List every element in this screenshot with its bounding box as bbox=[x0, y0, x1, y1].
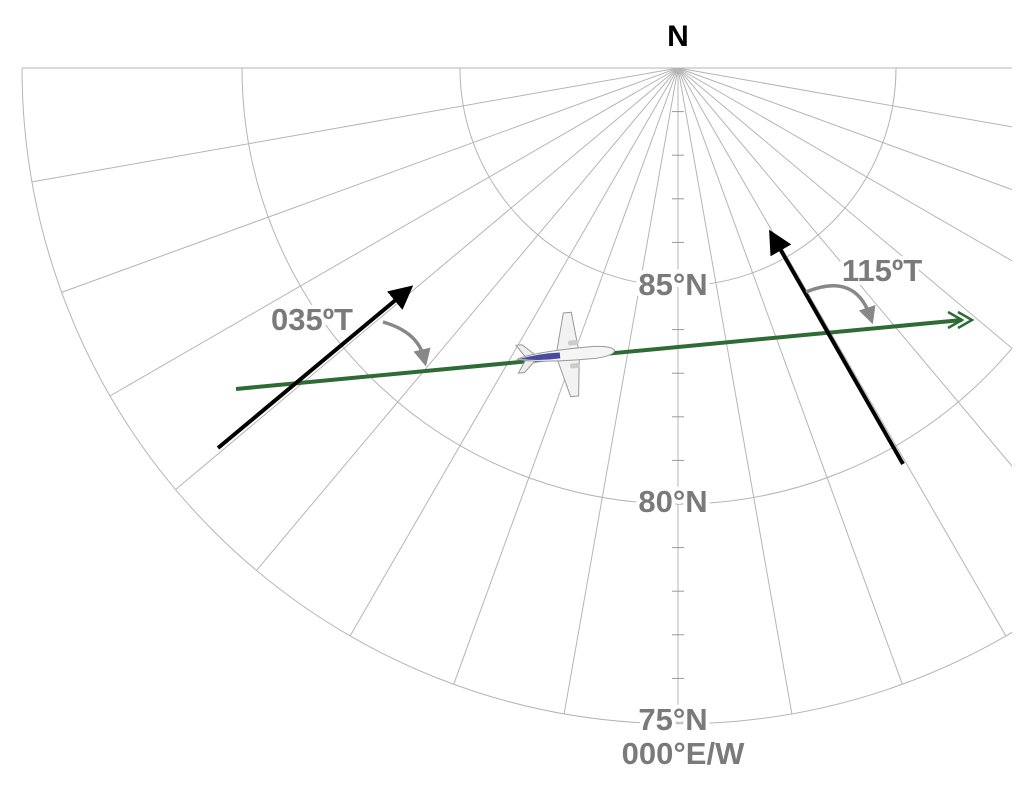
center-meridian-ticks bbox=[672, 111, 684, 723]
meridian bbox=[677, 67, 1007, 637]
meridian bbox=[677, 67, 1012, 128]
meridian bbox=[61, 67, 679, 293]
meridian bbox=[677, 67, 793, 715]
meridian bbox=[563, 67, 679, 715]
heading-arrow-right bbox=[769, 229, 905, 465]
meridian bbox=[31, 67, 679, 183]
lat-label-85: 85°N bbox=[638, 267, 707, 302]
lat-label-80: 80°N bbox=[638, 484, 707, 519]
graticule bbox=[21, 67, 1012, 725]
parallel bbox=[21, 67, 1012, 725]
meridian bbox=[175, 67, 679, 491]
meridian bbox=[677, 67, 1012, 262]
meridian bbox=[677, 67, 1012, 191]
angle-arc-left bbox=[382, 320, 431, 367]
heading-label-right: 115ºT bbox=[842, 253, 922, 288]
meridian bbox=[677, 67, 1012, 349]
heading-label-left: 035ºT bbox=[271, 302, 353, 337]
meridian bbox=[677, 67, 1012, 467]
meridian bbox=[255, 67, 679, 571]
angle-arc-right bbox=[805, 284, 876, 325]
meridian bbox=[677, 67, 903, 685]
meridian-label: 000°E/W bbox=[622, 736, 745, 771]
heading-arrow-left bbox=[216, 285, 414, 450]
meridian bbox=[109, 67, 679, 397]
airplane bbox=[514, 311, 616, 398]
meridian bbox=[349, 67, 679, 637]
north-label: N bbox=[667, 20, 689, 53]
lat-label-75: 75°N bbox=[638, 702, 707, 737]
track-arrowhead bbox=[947, 310, 975, 330]
